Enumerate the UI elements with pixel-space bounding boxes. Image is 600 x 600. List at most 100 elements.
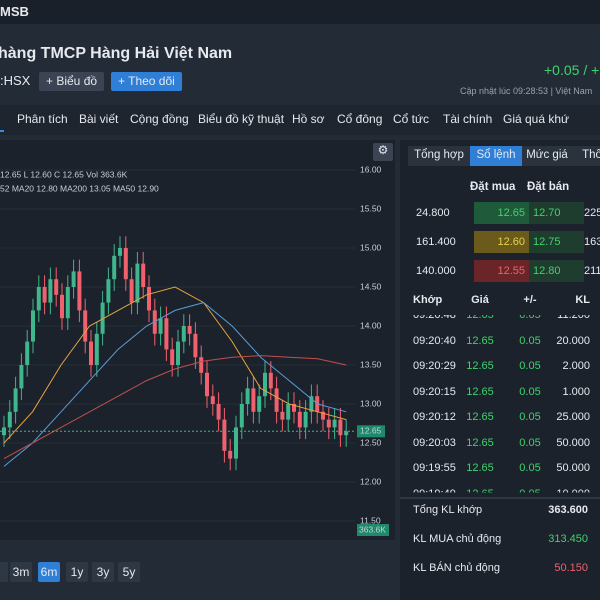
ask-price: 12.70 [529, 202, 584, 224]
summary-value: 363.600 [548, 504, 588, 516]
company-title: hàng TMCP Hàng Hải Việt Nam [0, 45, 233, 62]
candle-body [71, 271, 76, 287]
order-tab[interactable]: Mức giá [522, 146, 572, 166]
ask-price: 12.75 [529, 231, 584, 253]
candle-body [13, 388, 18, 412]
top-bar: MSB [0, 0, 600, 24]
range-button[interactable]: 3y [92, 562, 114, 582]
nav-tab[interactable]: Tài chính [443, 112, 493, 126]
candle-body [147, 287, 151, 311]
trade-cell: 12.65 [466, 360, 494, 372]
x-tick-label: Thg 9 [94, 539, 116, 540]
candle-body [210, 396, 215, 404]
trade-cell: 0.05 [519, 360, 541, 372]
price-tag: 12.65 [360, 426, 382, 436]
nav-tab[interactable]: Cộng đồng [130, 112, 189, 126]
x-tick-label: Thg 10 [152, 539, 179, 540]
candle-body [274, 388, 279, 412]
candle-body [216, 404, 221, 420]
candle-body [118, 248, 122, 256]
y-tick-label: 14.50 [360, 281, 382, 291]
nav-tab[interactable]: Phân tích [17, 112, 68, 126]
y-tick-label: 12.50 [360, 437, 382, 447]
order-tab[interactable]: Tổng hợp [408, 146, 470, 166]
chart-button[interactable]: + Biểu đồ [39, 72, 105, 91]
trade-cell: 09:20:40 [413, 334, 456, 347]
y-tick-label: 16.00 [360, 164, 382, 174]
trade-header: KL [575, 294, 590, 306]
summary-value: 313.450 [548, 533, 588, 545]
trade-cell: 0.05 [519, 385, 541, 398]
candle-body [321, 411, 325, 420]
trade-cell: 20.000 [556, 334, 590, 347]
candle-body [268, 372, 273, 389]
trade-cell: 12.65 [466, 385, 494, 398]
candle-body [135, 263, 140, 303]
order-tab[interactable]: Thố [572, 146, 600, 166]
order-tab[interactable]: Sổ lệnh [470, 146, 522, 166]
range-button[interactable]: 3m [10, 562, 32, 582]
trade-cell: 50.000 [556, 462, 590, 474]
candle-body [83, 310, 88, 342]
summary-label: KL BÁN chủ động [413, 562, 501, 574]
trade-header: Khớp [413, 294, 443, 306]
candle-body [344, 431, 349, 436]
trades-divider [400, 497, 600, 499]
trade-cell: 12.65 [466, 436, 494, 449]
trade-cell: 2.000 [562, 360, 590, 372]
nav-tab[interactable]: Bài viết [79, 112, 119, 126]
nav-tab[interactable]: Giá quá khứ [503, 112, 570, 126]
candle-body [112, 255, 117, 280]
summary-label: KL MUA chủ động [413, 533, 502, 545]
follow-button[interactable]: + Theo dõi [111, 72, 182, 91]
candle-body [332, 419, 337, 428]
chart-panel: 12.65 L 12.60 C 12.65 Vol 363.6K 52 MA20 … [0, 140, 395, 540]
candle-body [181, 326, 186, 342]
candle-body [141, 263, 146, 287]
exchange: :HSX [0, 73, 31, 88]
candle-body [77, 271, 82, 311]
candle-body [100, 302, 105, 334]
candle-body [94, 333, 99, 365]
y-tick-label: 15.00 [360, 242, 382, 252]
candle-body [123, 248, 128, 280]
range-button[interactable]: 5y [118, 562, 140, 582]
nav-tab[interactable]: Cổ tức [393, 112, 430, 126]
trade-cell: 0.05 [519, 462, 541, 474]
ask-volume: 163 [584, 236, 600, 248]
trade-cell: 09:19:55 [413, 462, 456, 474]
y-tick-label: 13.00 [360, 398, 382, 408]
candle-body [286, 404, 291, 420]
settings-button[interactable]: ⚙ [373, 143, 393, 161]
summary-value: 50.150 [554, 562, 588, 574]
trade-cell: 10.000 [550, 488, 590, 493]
bid-header: Đặt mua [470, 181, 516, 193]
candle-body [60, 294, 64, 319]
ohlc-legend: 12.65 L 12.60 C 12.65 Vol 363.6K [0, 169, 128, 179]
candle-body [338, 419, 343, 436]
tab-indicator [0, 130, 4, 132]
trade-cell: 09:20:12 [413, 411, 456, 423]
range-button[interactable]: 1y [66, 562, 88, 582]
bid-price: 12.60 [474, 231, 529, 253]
candle-body [19, 365, 24, 389]
nav-tab[interactable]: Cổ đông [337, 112, 383, 126]
nav-tab[interactable]: Hồ sơ [292, 112, 325, 126]
trade-cell: 12.65 [466, 309, 494, 321]
ask-volume: 225 [584, 207, 600, 219]
candle-body [36, 287, 41, 311]
candle-body [251, 388, 256, 412]
candle-body [25, 341, 30, 365]
candle-body [228, 450, 233, 459]
range-button[interactable] [0, 562, 8, 582]
candle-body [7, 411, 12, 428]
candle-body [303, 411, 308, 428]
range-button[interactable]: 6m [38, 562, 60, 582]
updated-time: Cập nhật lúc 09:28:53 | Việt Nam [460, 86, 593, 96]
candle-body [193, 333, 198, 358]
candle-body [234, 427, 238, 459]
candle-body [187, 326, 192, 334]
candle-body [245, 388, 250, 404]
ask-price: 12.80 [529, 260, 584, 282]
nav-tab[interactable]: Biểu đồ kỹ thuật [198, 112, 285, 126]
